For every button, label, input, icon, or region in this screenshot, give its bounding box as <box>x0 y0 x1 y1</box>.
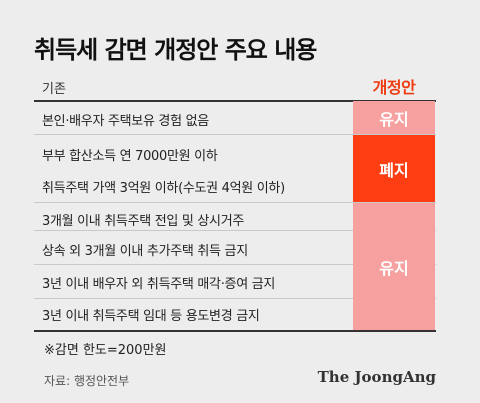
row-divider <box>34 202 436 203</box>
status-badge-keep: 유지 <box>353 203 435 330</box>
row-divider <box>34 230 436 231</box>
table-top-rule <box>34 100 436 102</box>
source-credit: 자료: 행정안전부 <box>44 374 130 388</box>
row-divider <box>34 134 436 135</box>
table-row: 3년 이내 취득주택 임대 등 용도변경 금지 <box>42 309 260 324</box>
table-row: 본인·배우자 주택보유 경험 없음 <box>42 114 209 129</box>
page-title: 취득세 감면 개정안 주요 내용 <box>34 36 317 64</box>
status-badge-keep: 유지 <box>353 101 435 134</box>
publisher-logo: The JoongAng <box>317 368 436 386</box>
table-row: 상속 외 3개월 이내 추가주택 취득 금지 <box>42 244 248 259</box>
table-row: 3개월 이내 취득주택 전입 및 상시거주 <box>42 214 245 229</box>
table-row: 3년 이내 배우자 외 취득주택 매각·증여 금지 <box>42 277 276 292</box>
table-row: 취득주택 가액 3억원 이하(수도권 4억원 이하) <box>42 181 285 196</box>
table-row: 부부 합산소득 연 7000만원 이하 <box>42 149 218 164</box>
column-header-existing: 기존 <box>42 82 66 97</box>
column-header-amendment: 개정안 <box>372 78 416 97</box>
table-bottom-rule <box>34 330 436 332</box>
status-label: 폐지 <box>379 160 409 180</box>
status-label: 유지 <box>379 109 409 129</box>
footnote: ※감면 한도=200만원 <box>44 343 167 358</box>
row-divider <box>34 264 436 265</box>
status-label: 유지 <box>379 258 409 278</box>
status-badge-abolish: 폐지 <box>353 135 435 202</box>
row-divider <box>34 298 436 299</box>
